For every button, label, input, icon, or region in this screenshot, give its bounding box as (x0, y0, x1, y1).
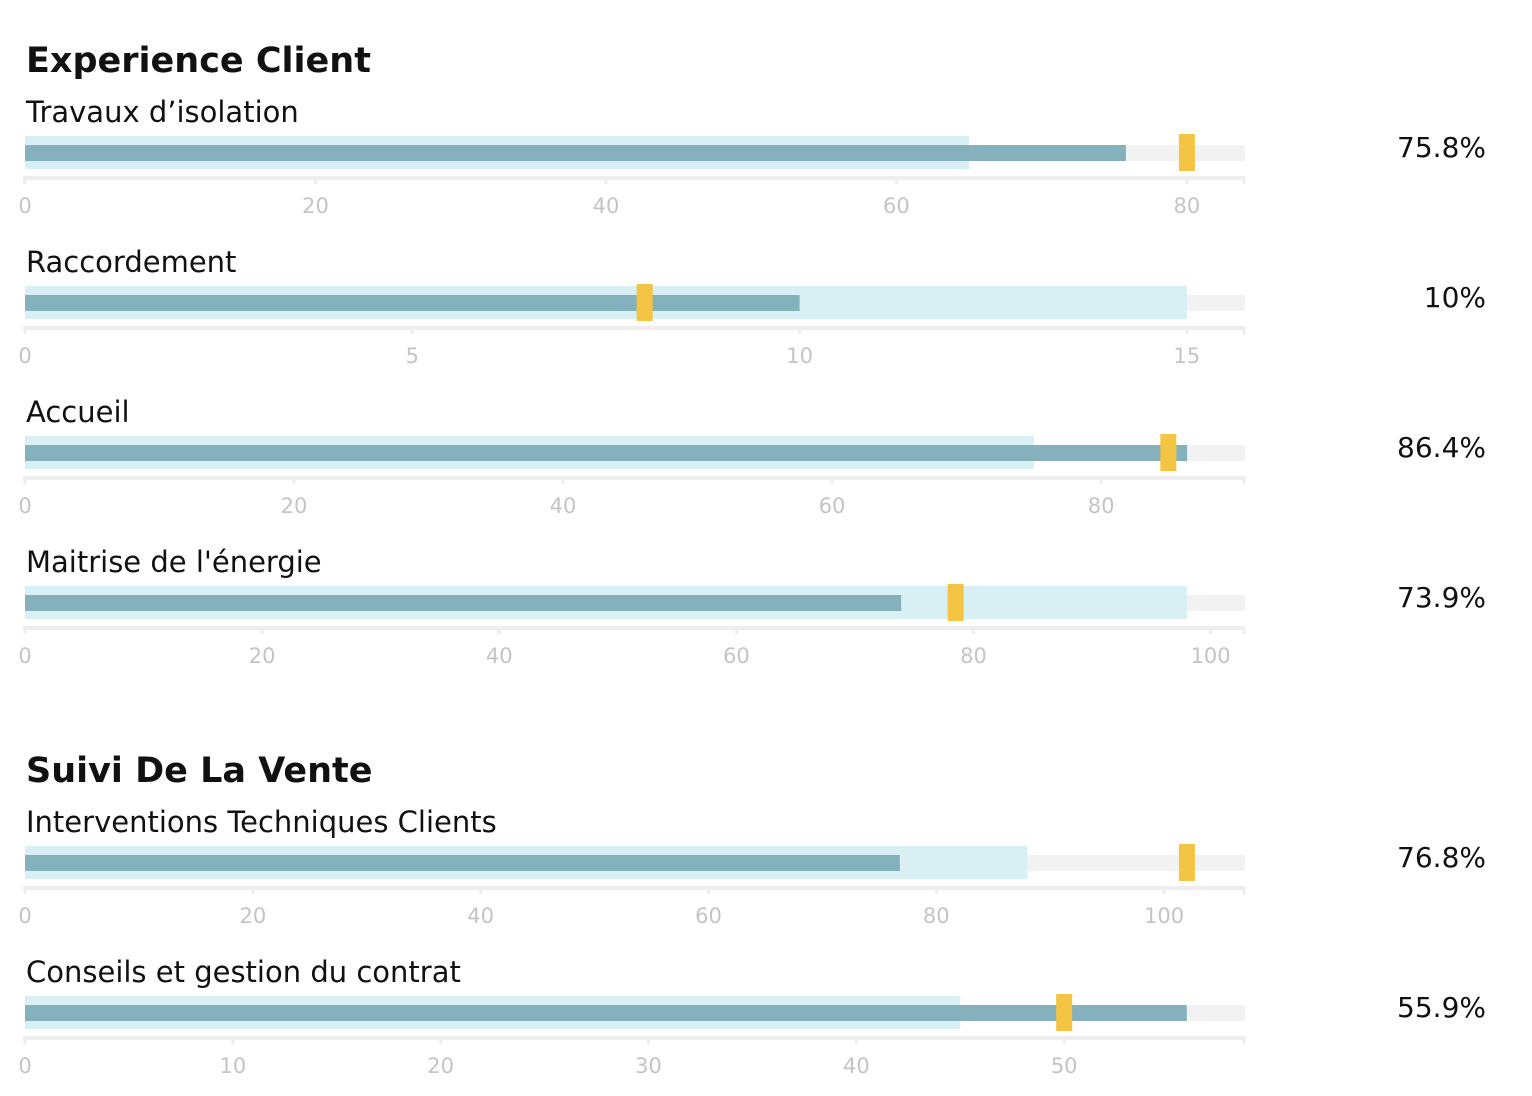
row-value-conseils-gestion-contrat: 55.9% (1397, 991, 1486, 1024)
target-marker (636, 284, 653, 321)
tick-label: 60 (695, 904, 722, 928)
row-value-travaux-isolation: 75.8% (1397, 131, 1486, 164)
row-label-interventions-techniques: Interventions Techniques Clients (26, 805, 497, 839)
measure-bar (25, 145, 1126, 161)
bullet-chart-interventions-techniques: 0 20 40 60 80 100 (18, 844, 1246, 928)
tick-label: 20 (239, 904, 266, 928)
target-marker (1056, 994, 1073, 1031)
tick-label: 20 (249, 644, 276, 668)
tick-label: 80 (960, 644, 987, 668)
tick-label: 0 (18, 344, 31, 368)
tick-label: 100 (1144, 904, 1184, 928)
row-label-maitrise-energie: Maitrise de l'énergie (26, 545, 322, 579)
target-marker (1178, 844, 1195, 881)
tick-label: 30 (635, 1054, 662, 1078)
tick-label: 5 (406, 344, 419, 368)
target-marker (1178, 134, 1195, 171)
tick-label: 15 (1174, 344, 1201, 368)
measure-bar (25, 445, 1188, 461)
tick-label: 40 (550, 494, 577, 518)
measure-bar (25, 595, 902, 611)
measure-bar (25, 855, 900, 871)
bullet-chart-travaux-isolation: 0 20 40 60 80 (18, 134, 1246, 218)
tick-label: 60 (883, 194, 910, 218)
bullet-chart-maitrise-energie: 0 20 40 60 80 100 (18, 584, 1246, 668)
tick-label: 40 (467, 904, 494, 928)
section-title-experience-client: Experience Client (26, 41, 371, 81)
tick-label: 80 (1088, 494, 1115, 518)
tick-label: 40 (486, 644, 513, 668)
bullet-chart-accueil: 0 20 40 60 80 (18, 434, 1246, 518)
row-value-raccordement: 10% (1423, 281, 1486, 314)
row-label-conseils-gestion-contrat: Conseils et gestion du contrat (26, 955, 461, 989)
tick-label: 80 (923, 904, 950, 928)
tick-label: 0 (18, 494, 31, 518)
tick-label: 0 (18, 1054, 31, 1078)
row-value-accueil: 86.4% (1397, 431, 1486, 464)
tick-label: 60 (819, 494, 846, 518)
tick-label: 80 (1174, 194, 1201, 218)
row-value-maitrise-energie: 73.9% (1397, 581, 1486, 614)
target-marker (1160, 434, 1177, 471)
tick-label: 10 (219, 1054, 246, 1078)
tick-label: 40 (843, 1054, 870, 1078)
row-value-interventions-techniques: 76.8% (1397, 841, 1486, 874)
section-title-suivi-de-la-vente: Suivi De La Vente (26, 751, 373, 791)
target-marker (947, 584, 964, 621)
tick-label: 50 (1051, 1054, 1078, 1078)
tick-label: 20 (427, 1054, 454, 1078)
bullet-chart-raccordement: 0 5 10 15 (18, 284, 1246, 368)
tick-label: 0 (18, 904, 31, 928)
tick-label: 0 (18, 644, 31, 668)
tick-label: 60 (723, 644, 750, 668)
bullet-chart-conseils-gestion-contrat: 0 10 20 30 40 50 (18, 994, 1246, 1078)
tick-label: 0 (18, 194, 31, 218)
tick-label: 20 (302, 194, 329, 218)
row-label-raccordement: Raccordement (26, 245, 237, 279)
row-label-accueil: Accueil (26, 395, 130, 429)
tick-label: 100 (1191, 644, 1231, 668)
row-label-travaux-isolation: Travaux d’isolation (26, 95, 299, 129)
tick-label: 10 (786, 344, 813, 368)
tick-label: 40 (593, 194, 620, 218)
measure-bar (25, 1005, 1187, 1021)
measure-bar (25, 295, 800, 311)
tick-label: 20 (281, 494, 308, 518)
